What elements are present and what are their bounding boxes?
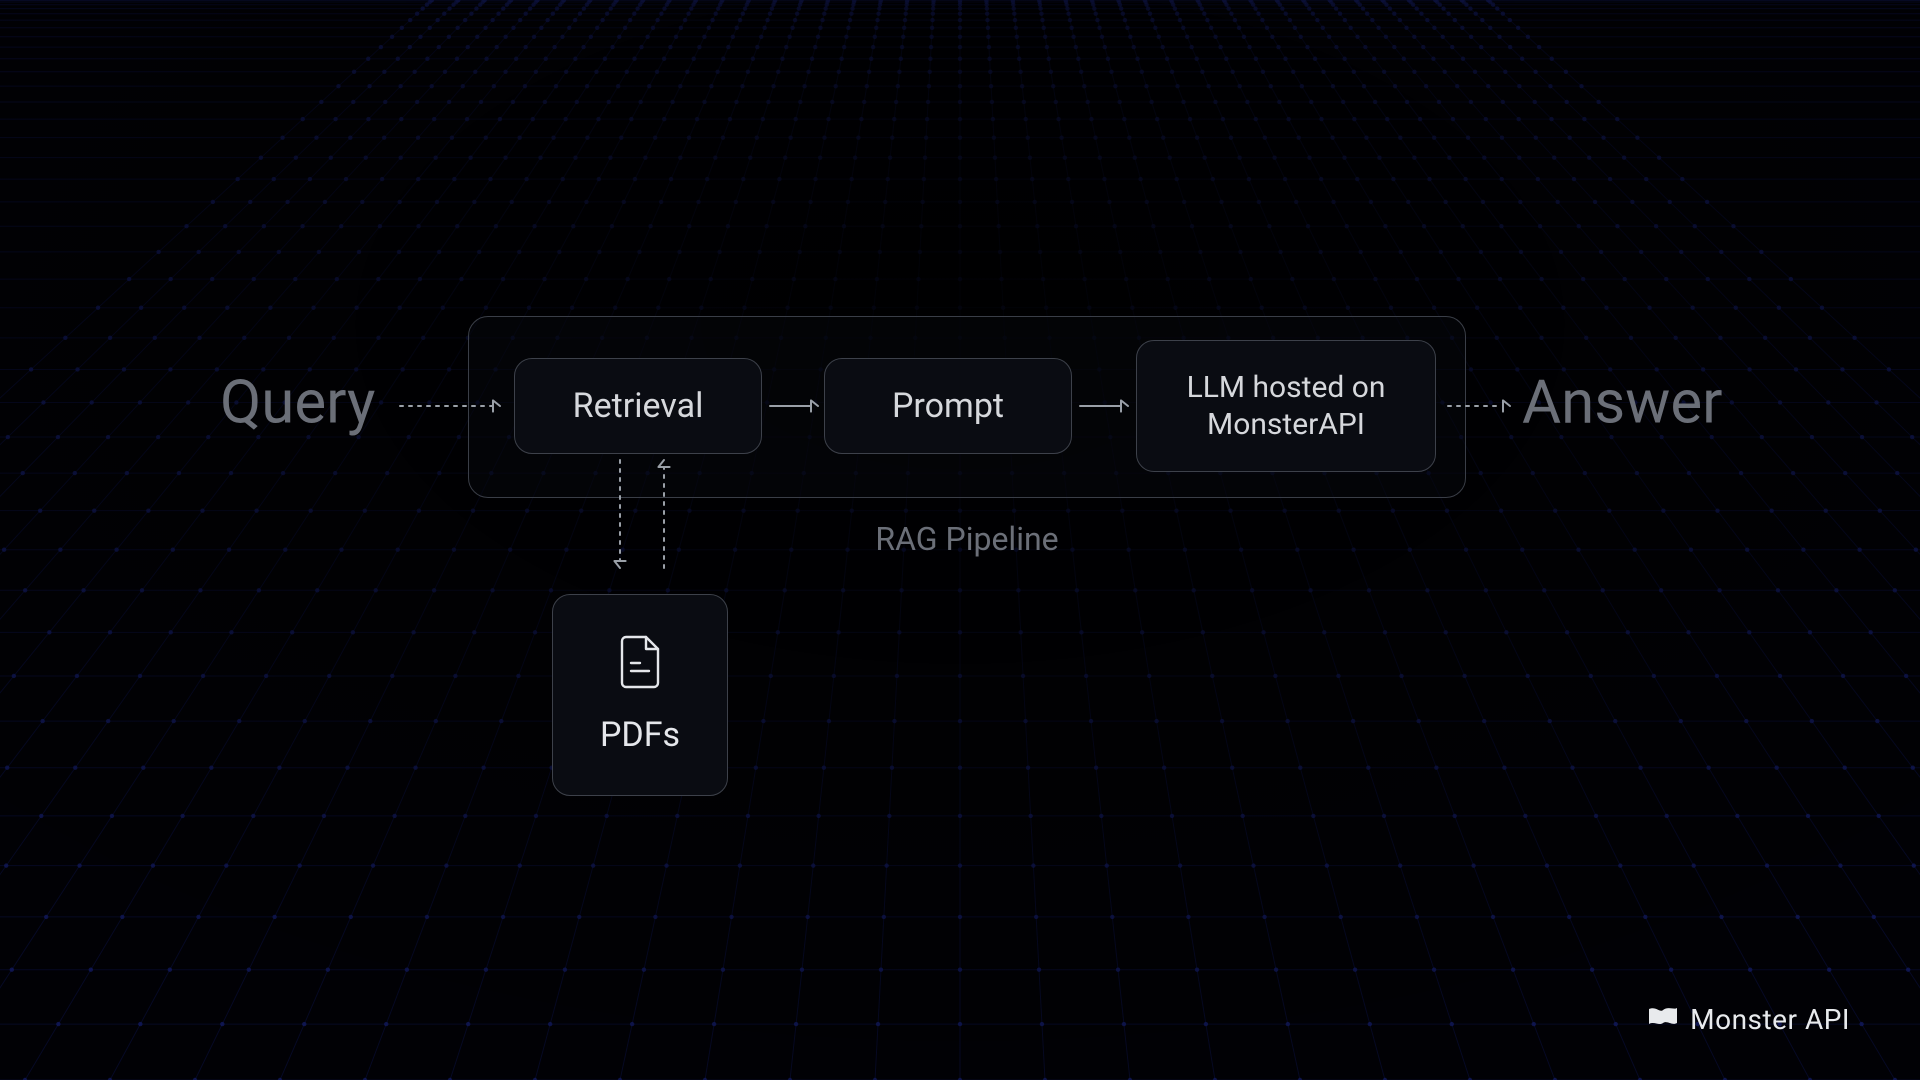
prompt-node: Prompt bbox=[824, 358, 1072, 454]
brand-badge: Monster API bbox=[1648, 1003, 1850, 1036]
retrieval-node: Retrieval bbox=[514, 358, 762, 454]
pdfs-node-label: PDFs bbox=[600, 715, 680, 755]
flag-icon bbox=[1648, 1007, 1678, 1033]
pdfs-node: PDFs bbox=[552, 594, 728, 796]
prompt-node-label: Prompt bbox=[892, 386, 1004, 426]
document-icon bbox=[618, 635, 662, 693]
brand-text: Monster API bbox=[1690, 1003, 1850, 1036]
query-label: Query bbox=[220, 367, 375, 438]
llm-node: LLM hosted on MonsterAPI bbox=[1136, 340, 1436, 472]
diagram-stage: Query Answer RAG Pipeline Retrieval Prom… bbox=[0, 0, 1920, 1080]
pipeline-caption: RAG Pipeline bbox=[468, 520, 1466, 558]
llm-node-label: LLM hosted on MonsterAPI bbox=[1155, 369, 1417, 444]
answer-label: Answer bbox=[1522, 367, 1722, 438]
retrieval-node-label: Retrieval bbox=[573, 386, 704, 426]
